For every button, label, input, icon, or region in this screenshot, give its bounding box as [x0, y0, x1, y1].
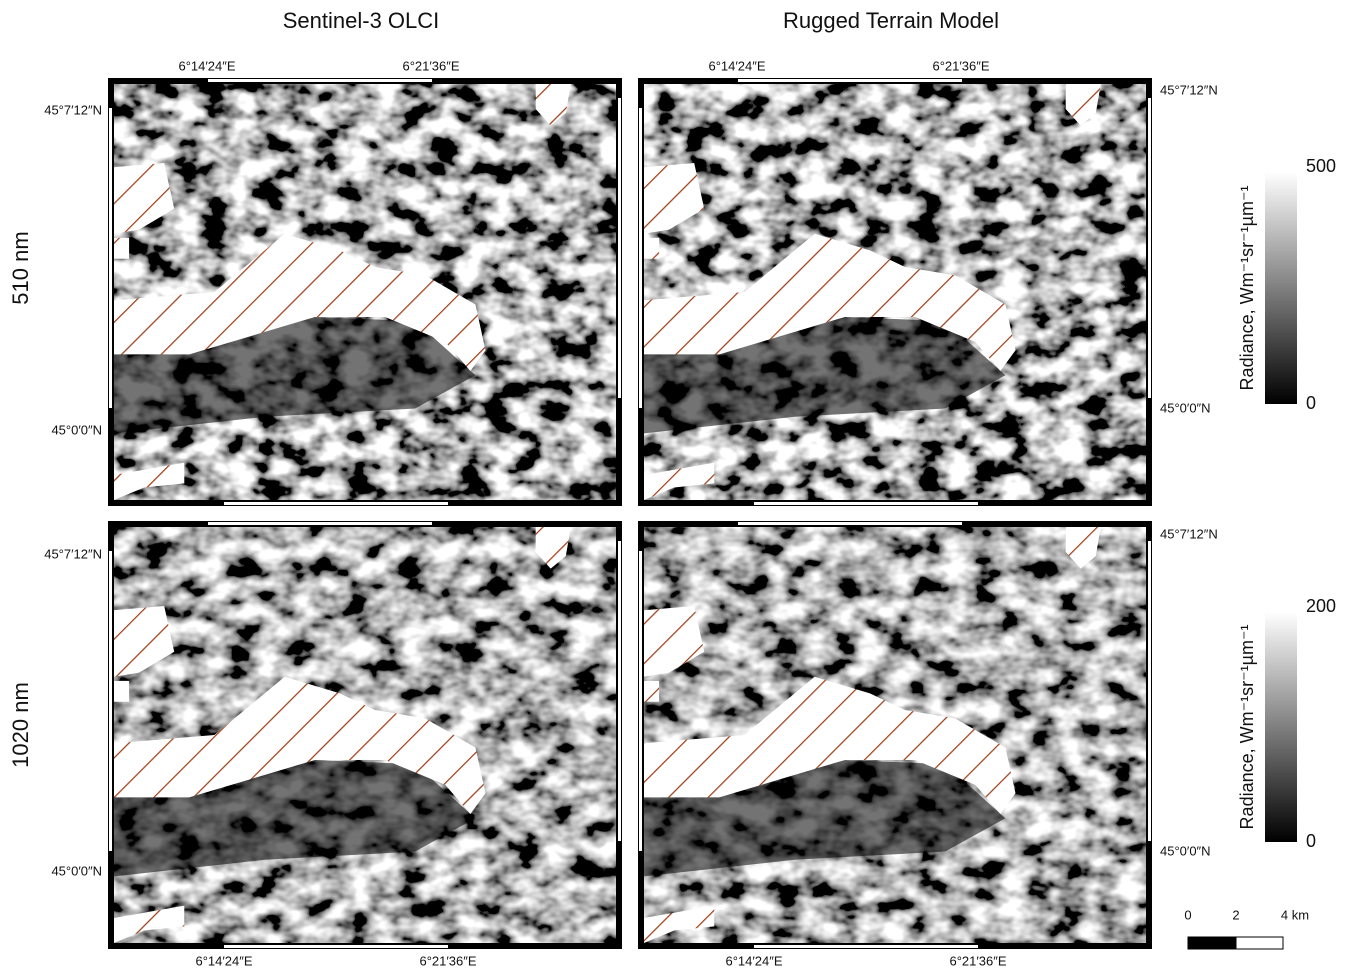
masked-area	[114, 681, 129, 702]
longitude-label: 6°21′36″E	[419, 953, 476, 968]
longitude-label: 6°14′24″E	[195, 953, 252, 968]
row-label: 1020 nm	[8, 682, 33, 768]
frame-segment	[109, 108, 112, 408]
frame-segment	[208, 522, 432, 525]
masked-area	[114, 238, 129, 259]
figure: Sentinel-3 OLCI Rugged Terrain Model 510…	[0, 0, 1354, 971]
frame-segment	[618, 541, 621, 841]
latitude-label: 45°0′0″N	[51, 422, 102, 437]
latitude-label: 45°0′0″N	[1160, 843, 1211, 858]
masked-area	[644, 681, 659, 702]
map-panel	[638, 78, 1152, 506]
frame-segment	[754, 945, 978, 948]
frame-segment	[109, 551, 112, 851]
colorbar	[1265, 612, 1297, 842]
colorbar-label: Radiance, Wm⁻¹sr⁻¹µm⁻¹	[1237, 186, 1257, 391]
map-panel	[108, 521, 622, 949]
colorbar-min: 0	[1306, 831, 1316, 851]
latitude-label: 45°7′12″N	[1160, 526, 1218, 541]
frame-segment	[738, 522, 962, 525]
frame-segment	[1148, 98, 1151, 398]
masked-area	[644, 238, 659, 259]
longitude-label: 6°21′36″E	[402, 58, 459, 73]
latitude-label: 45°7′12″N	[1160, 82, 1218, 97]
longitude-label: 6°21′36″E	[932, 58, 989, 73]
row-label: 510 nm	[8, 231, 33, 304]
map-panel	[638, 521, 1152, 949]
colorbar-max: 200	[1306, 596, 1336, 616]
frame-segment	[1148, 541, 1151, 841]
column-title: Rugged Terrain Model	[783, 8, 999, 33]
latitude-label: 45°0′0″N	[1160, 400, 1211, 415]
longitude-label: 6°14′24″E	[725, 953, 782, 968]
colorbar-min: 0	[1306, 393, 1316, 413]
colorbar	[1265, 172, 1297, 404]
latitude-label: 45°0′0″N	[51, 863, 102, 878]
scale-bar-label: 0	[1184, 907, 1191, 922]
longitude-label: 6°21′36″E	[949, 953, 1006, 968]
scale-bar-segment	[1188, 937, 1236, 949]
latitude-label: 45°7′12″N	[44, 102, 102, 117]
latitude-label: 45°7′12″N	[44, 546, 102, 561]
frame-segment	[208, 79, 432, 82]
scale-bar-label: 4 km	[1281, 907, 1309, 922]
map-panel	[108, 78, 622, 506]
frame-segment	[639, 551, 642, 851]
colorbar-max: 500	[1306, 156, 1336, 176]
longitude-label: 6°14′24″E	[178, 58, 235, 73]
frame-segment	[224, 945, 448, 948]
longitude-label: 6°14′24″E	[708, 58, 765, 73]
column-title: Sentinel-3 OLCI	[283, 8, 440, 33]
frame-segment	[754, 502, 978, 505]
frame-segment	[738, 79, 962, 82]
scale-bar-label: 2	[1232, 907, 1239, 922]
frame-segment	[224, 502, 448, 505]
frame-segment	[618, 98, 621, 398]
scale-bar-segment	[1236, 937, 1283, 949]
colorbar-label: Radiance, Wm⁻¹sr⁻¹µm⁻¹	[1237, 625, 1257, 830]
frame-segment	[639, 108, 642, 408]
